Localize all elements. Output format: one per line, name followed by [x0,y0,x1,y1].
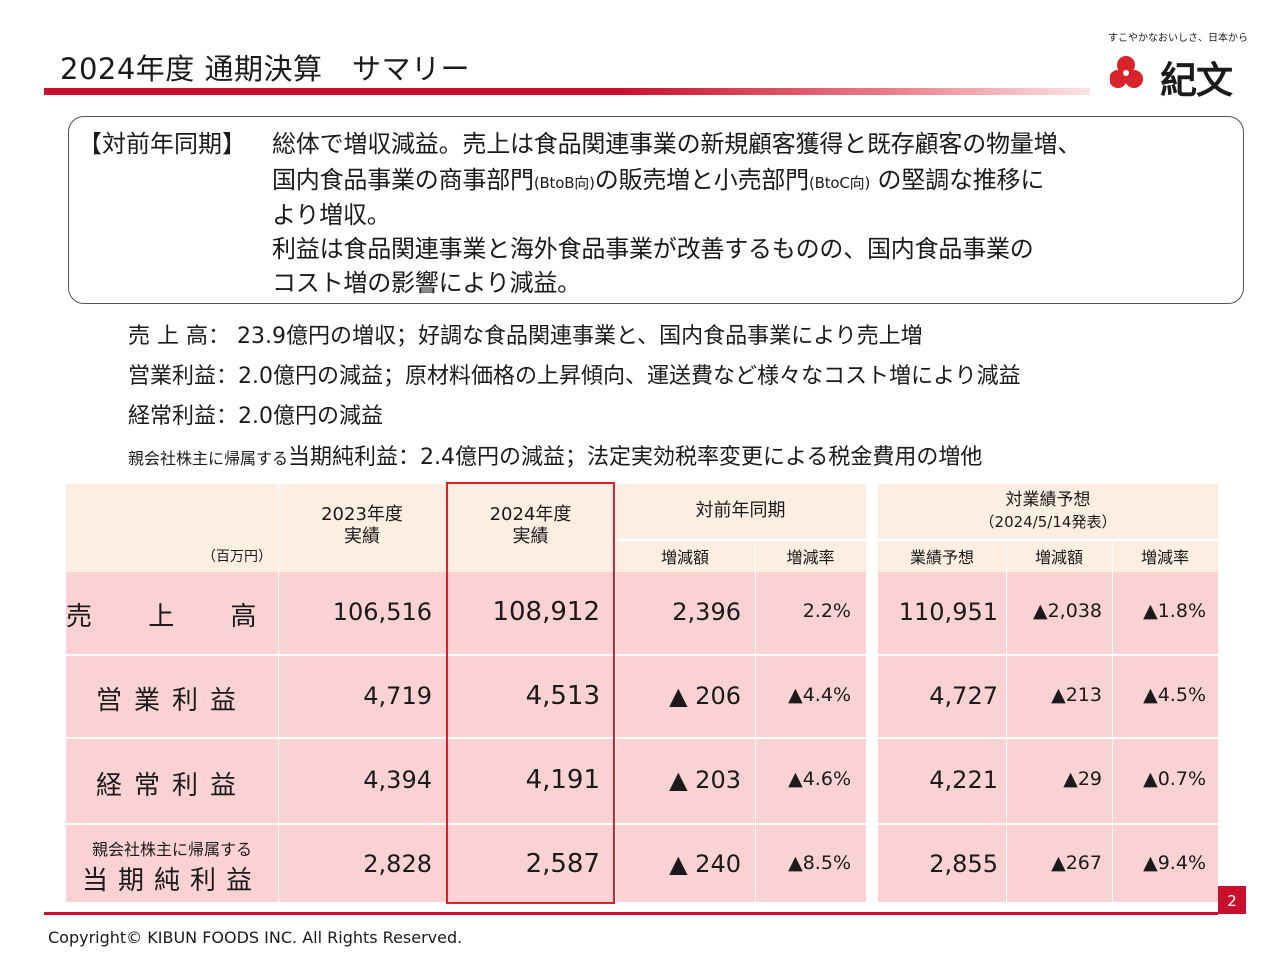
table-cell: 4,727 [929,682,998,710]
table-cell: ▲ 206 [669,682,741,710]
point-net-income: 親会社株主に帰属する当期純利益：2.4億円の減益；法定実効税率変更による税金費用… [128,445,983,470]
summary-label: 【対前年同期】 [78,130,246,158]
page-title: 2024年度 通期決算 サマリー [60,52,471,86]
summary-line-5: コスト増の影響により減益。 [272,269,581,297]
table-cell: 110,951 [898,598,998,626]
table-cell: 106,516 [332,598,432,626]
summary-line-2: 国内食品事業の商事部門(BtoB向)の販売増と小売部門(BtoC向) の堅調な推… [272,166,1045,194]
copyright: Copyright© KIBUN FOODS INC. All Rights R… [48,928,463,947]
company-logo-icon [1110,56,1143,88]
footer-rule [44,912,1218,915]
current-year-highlight [446,482,615,904]
title-underline [44,88,1090,95]
summary-line-1: 総体で増収減益。売上は食品関連事業の新規顧客獲得と既存顧客の物量増、 [272,130,1082,158]
table-header-bg [66,484,866,572]
table-cell: 4,394 [363,766,432,794]
table-cell: 4,191 [525,765,600,795]
table-cell: ▲9.4% [1143,852,1206,874]
point-ordinary-profit: 経常利益：2.0億円の減益 [128,404,384,429]
row-label-ordinary-profit: 経常利益 [95,771,248,801]
row-label-net-income: 当期純利益 [81,866,262,896]
table-cell: ▲267 [1051,852,1102,874]
table-cell: 2,855 [929,850,998,878]
table-cell: ▲29 [1063,768,1102,790]
row-label-sales: 売 上 高 [66,602,281,632]
row-label-operating-profit: 営業利益 [95,686,248,716]
company-logo-text: 紀文 [1160,58,1233,102]
table-cell: 4,513 [525,681,600,711]
table-cell: ▲ 240 [669,850,741,878]
table-cell: ▲4.6% [788,768,851,790]
summary-box [68,116,1244,304]
table-cell: ▲2,038 [1032,600,1102,622]
company-tagline: すこやかなおいしさ、日本から [1108,33,1248,44]
table-cell: 4,719 [363,682,432,710]
table-cell: 2,828 [363,850,432,878]
table-cell: ▲1.8% [1143,600,1206,622]
yoy-rate-header: 増減率 [786,548,835,567]
yoy-amount-header: 増減額 [660,548,709,567]
summary-line-4: 利益は食品関連事業と海外食品事業が改善するものの、国内食品事業の [272,235,1034,263]
forecast-amount-header: 増減額 [1034,548,1083,567]
forecast-header: 対業績予想 （2024/5/14発表） [979,490,1117,531]
yoy-header: 対前年同期 [695,500,786,521]
point-operating-profit: 営業利益：2.0億円の減益；原材料価格の上昇傾向、運送費など様々なコスト増により… [128,364,1021,389]
unit-label: （百万円） [202,549,272,565]
table-cell: ▲213 [1051,684,1102,706]
table-cell: ▲4.5% [1143,684,1206,706]
col-2023-header: 2023年度 実績 [321,504,403,547]
table-cell: 4,221 [929,766,998,794]
row-label-net-income-prefix: 親会社株主に帰属する [91,840,252,859]
table-cell: 108,912 [492,597,600,627]
table-cell: ▲0.7% [1143,768,1206,790]
forecast-value-header: 業績予想 [909,548,974,567]
summary-line-3: より増収。 [272,201,391,229]
point-sales: 売 上 高： 23.9億円の増収；好調な食品関連事業と、国内食品事業により売上増 [128,324,923,349]
col-2024-header: 2024年度 実績 [489,504,572,547]
table-cell: 2,396 [672,598,741,626]
table-cell: ▲ 203 [669,766,741,794]
page-number: 2 [1218,886,1246,914]
table-cell: ▲8.5% [788,852,851,874]
table-cell: ▲4.4% [788,684,851,706]
forecast-header-bg [878,484,1218,572]
table-cell: 2.2% [802,600,851,622]
forecast-rate-header: 増減率 [1140,548,1189,567]
table-cell: 2,587 [525,849,600,879]
